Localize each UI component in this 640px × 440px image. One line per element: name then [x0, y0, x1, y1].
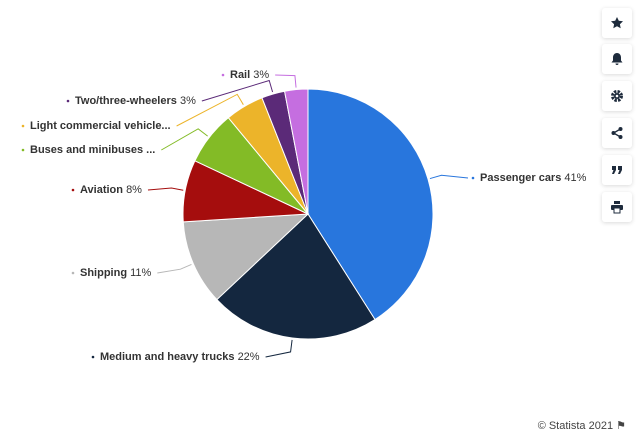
label-dot — [71, 271, 75, 275]
data-label: Passenger cars 41% — [480, 172, 587, 184]
label-dot — [66, 99, 70, 103]
credit: © Statista 2021 ⚑ — [538, 419, 626, 432]
data-label: Shipping 11% — [80, 267, 152, 279]
category-label: Buses and minibuses ... — [30, 144, 155, 156]
category-label: Aviation — [80, 184, 123, 196]
label-dot — [221, 73, 225, 77]
value-label: 11% — [130, 267, 151, 279]
category-label: Medium and heavy trucks — [100, 351, 235, 363]
value-label: 22% — [238, 351, 260, 363]
pie-slice — [182, 213, 310, 301]
label-dot — [21, 148, 25, 152]
category-label: Light commercial vehicle... — [30, 120, 171, 132]
leader-line — [176, 93, 244, 127]
leader-line — [201, 79, 274, 102]
leader-line — [161, 128, 208, 151]
data-label: Buses and minibuses ... — [30, 144, 155, 156]
category-label: Two/three-wheelers — [75, 95, 177, 107]
value-label: 8% — [126, 184, 142, 196]
label-dot — [21, 124, 25, 128]
value-label: 3% — [180, 95, 196, 107]
label-dot — [71, 188, 75, 192]
value-label: 3% — [253, 69, 269, 81]
cite-button[interactable] — [602, 155, 632, 185]
data-label: Aviation 8% — [80, 184, 142, 196]
leader-line — [265, 339, 293, 358]
data-label: Rail 3% — [230, 69, 269, 81]
category-label: Rail — [230, 69, 250, 81]
leader-line — [147, 187, 184, 191]
print-button[interactable] — [602, 192, 632, 222]
settings-button[interactable] — [602, 81, 632, 111]
share-button[interactable] — [602, 118, 632, 148]
pie-slice — [216, 213, 376, 340]
flag-icon: ⚑ — [616, 420, 626, 432]
category-label: Passenger cars — [480, 172, 561, 184]
favorite-button[interactable] — [602, 8, 632, 38]
leader-line — [157, 263, 192, 274]
value-label: 41% — [564, 172, 586, 184]
credit-text: © Statista 2021 — [537, 420, 614, 432]
notify-button[interactable] — [602, 44, 632, 74]
leader-line — [275, 74, 297, 88]
chart: Passenger cars 41% Medium and heavy truck… — [21, 69, 587, 363]
data-label: Medium and heavy trucks 22% — [100, 351, 260, 363]
data-label: Two/three-wheelers 3% — [75, 95, 196, 107]
label-dot — [471, 176, 475, 180]
pie-slice — [307, 88, 434, 321]
label-dot — [91, 355, 95, 359]
category-label: Shipping — [80, 267, 127, 279]
pie-slice — [283, 88, 309, 215]
data-label: Light commercial vehicle... — [30, 120, 171, 132]
leader-line — [429, 174, 469, 180]
